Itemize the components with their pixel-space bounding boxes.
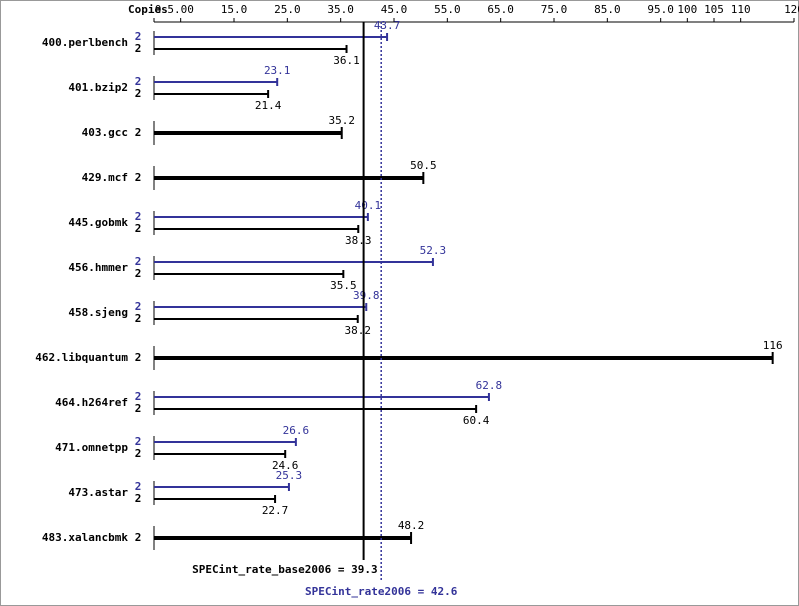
copies: 2 [135, 75, 142, 88]
copies: 2 [135, 30, 142, 43]
x-tick-label: 120 [784, 3, 799, 16]
x-tick-label: 15.0 [221, 3, 248, 16]
value-label: 22.7 [262, 504, 289, 517]
value-label: 62.8 [476, 379, 503, 392]
value-label: 40.1 [355, 199, 382, 212]
category-label: 400.perlbench [42, 36, 128, 49]
reference-label: SPECint_rate_base2006 = 39.3 [192, 563, 377, 576]
copies: 2 [135, 402, 142, 415]
copies: 2 [135, 222, 142, 235]
x-tick-label: 45.0 [381, 3, 408, 16]
category-label: 458.sjeng [68, 306, 128, 319]
value-label: 116 [763, 339, 783, 352]
copies: 2 [135, 255, 142, 268]
category-label: 429.mcf [82, 171, 128, 184]
axis-title: Copies [128, 3, 168, 16]
copies: 2 [135, 42, 142, 55]
x-tick-label: 0 [155, 3, 162, 16]
x-tick-label: 75.0 [541, 3, 568, 16]
x-tick-label: 5.00 [167, 3, 194, 16]
category-label: 473.astar [68, 486, 128, 499]
category-label: 464.h264ref [55, 396, 128, 409]
x-tick-label: 35.0 [327, 3, 354, 16]
x-tick-label: 105 [704, 3, 724, 16]
value-label: 21.4 [255, 99, 282, 112]
value-label: 35.2 [328, 114, 355, 127]
value-label: 35.5 [330, 279, 357, 292]
copies: 2 [135, 435, 142, 448]
copies: 2 [135, 351, 142, 364]
category-label: 401.bzip2 [68, 81, 128, 94]
copies: 2 [135, 300, 142, 313]
value-label: 39.8 [353, 289, 380, 302]
value-label: 60.4 [463, 414, 490, 427]
value-label: 26.6 [283, 424, 310, 437]
value-label: 38.3 [345, 234, 372, 247]
x-tick-label: 100 [677, 3, 697, 16]
category-label: 462.libquantum [35, 351, 128, 364]
x-tick-label: 85.0 [594, 3, 621, 16]
value-label: 25.3 [276, 469, 303, 482]
value-label: 36.1 [333, 54, 360, 67]
category-label: 471.omnetpp [55, 441, 128, 454]
category-label: 456.hmmer [68, 261, 128, 274]
category-label: 483.xalancbmk [42, 531, 128, 544]
category-label: 403.gcc [82, 126, 128, 139]
value-label: 43.7 [374, 19, 401, 32]
x-tick-label: 55.0 [434, 3, 461, 16]
copies: 2 [135, 312, 142, 325]
value-label: 50.5 [410, 159, 437, 172]
copies: 2 [135, 492, 142, 505]
value-label: 24.6 [272, 459, 299, 472]
x-tick-label: 95.0 [647, 3, 674, 16]
copies: 2 [135, 210, 142, 223]
value-label: 38.2 [344, 324, 371, 337]
copies: 2 [135, 87, 142, 100]
copies: 2 [135, 126, 142, 139]
copies: 2 [135, 531, 142, 544]
category-label: 445.gobmk [68, 216, 128, 229]
value-label: 48.2 [398, 519, 425, 532]
x-tick-label: 25.0 [274, 3, 301, 16]
copies: 2 [135, 447, 142, 460]
x-tick-label: 110 [731, 3, 751, 16]
copies: 2 [135, 171, 142, 184]
value-label: 23.1 [264, 64, 291, 77]
copies: 2 [135, 390, 142, 403]
value-label: 52.3 [420, 244, 447, 257]
copies: 2 [135, 480, 142, 493]
x-tick-label: 65.0 [487, 3, 514, 16]
reference-label: SPECint_rate2006 = 42.6 [305, 585, 458, 598]
copies: 2 [135, 267, 142, 280]
